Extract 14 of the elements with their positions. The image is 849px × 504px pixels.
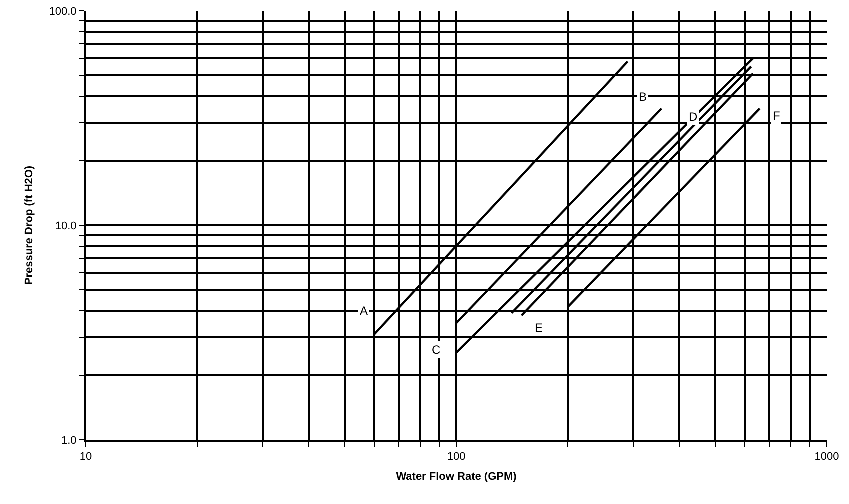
x-tick-label: 1000	[814, 451, 840, 464]
x-tick-label: 100	[447, 451, 466, 464]
series-label: E	[535, 321, 544, 335]
y-tick-label: 1.0	[62, 434, 77, 447]
x-tick-label: 10	[80, 451, 92, 464]
series-label: F	[773, 109, 780, 123]
series-label: D	[689, 110, 698, 124]
y-tick-label: 10.0	[55, 220, 77, 232]
y-axis-title: Pressure Drop (ft H2O)	[23, 166, 36, 286]
y-tick-label: 100.0	[49, 6, 77, 18]
x-axis-title: Water Flow Rate (GPM)	[396, 470, 518, 483]
series-label: C	[432, 343, 441, 357]
series-label: B	[639, 90, 648, 104]
series-label: A	[360, 304, 368, 318]
